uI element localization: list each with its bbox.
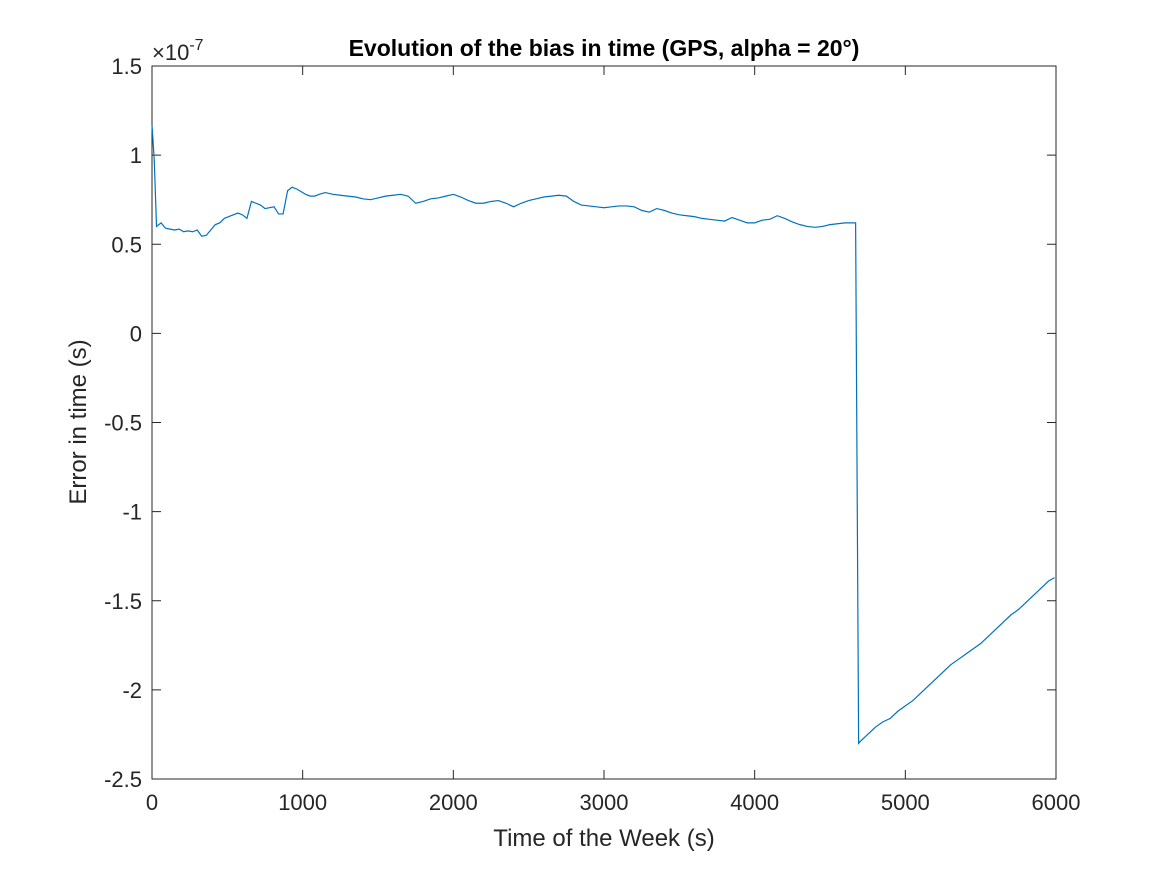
x-tick-label: 6000 bbox=[1032, 790, 1081, 815]
y-tick-label: -2 bbox=[122, 678, 142, 703]
y-exponent-power: -7 bbox=[189, 37, 203, 54]
x-tick-label: 5000 bbox=[881, 790, 930, 815]
x-tick-label: 1000 bbox=[278, 790, 327, 815]
y-tick-label: 0.5 bbox=[111, 232, 142, 257]
y-tick-label: -0.5 bbox=[104, 411, 142, 436]
y-tick-label: -1 bbox=[122, 500, 142, 525]
y-tick-label: -1.5 bbox=[104, 589, 142, 614]
x-axis-label: Time of the Week (s) bbox=[493, 825, 714, 852]
x-tick-label: 0 bbox=[146, 790, 158, 815]
chart-title: Evolution of the bias in time (GPS, alph… bbox=[349, 35, 860, 61]
x-axis: 0 1000 2000 3000 4000 5000 6000 bbox=[146, 66, 1081, 815]
y-axis: 1.5 1 0.5 0 -0.5 -1 -1.5 -2 -2.5 bbox=[104, 54, 1056, 792]
x-tick-label: 2000 bbox=[429, 790, 478, 815]
y-exponent-base: ×10 bbox=[152, 40, 189, 65]
y-axis-label: Error in time (s) bbox=[65, 339, 92, 504]
y-tick-label: 1.5 bbox=[111, 54, 142, 79]
y-tick-label: -2.5 bbox=[104, 767, 142, 792]
x-tick-label: 4000 bbox=[730, 790, 779, 815]
x-tick-label: 3000 bbox=[580, 790, 629, 815]
plot-area bbox=[151, 65, 1057, 780]
y-exponent-label: ×10-7 bbox=[152, 37, 204, 65]
y-tick-label: 1 bbox=[130, 143, 142, 168]
y-tick-label: 0 bbox=[130, 321, 142, 346]
series-line bbox=[151, 124, 1055, 745]
